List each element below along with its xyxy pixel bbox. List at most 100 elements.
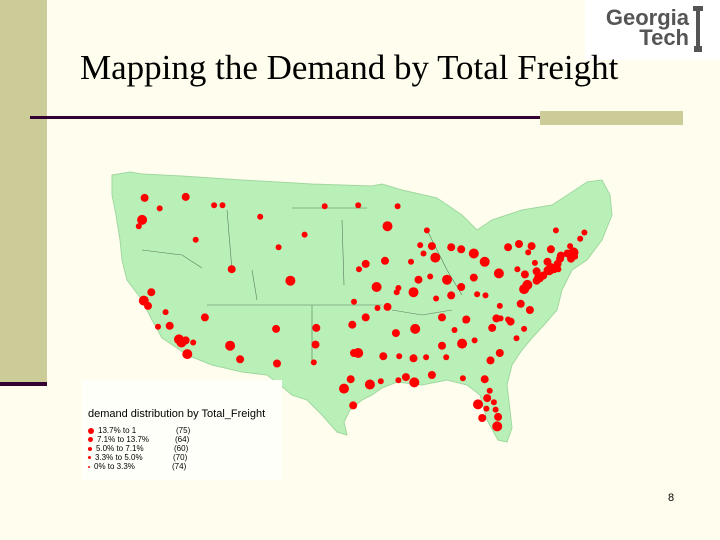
legend-row: 13.7% to 1 (75) [88,426,190,435]
title-rule [30,116,540,119]
demand-marker [447,243,456,252]
demand-marker [393,289,400,296]
demand-marker [482,292,489,299]
demand-marker [552,227,559,234]
demand-marker [438,313,446,322]
demand-marker [312,323,321,332]
demand-marker [272,324,281,333]
demand-marker [572,253,579,260]
demand-marker [442,274,452,285]
demand-marker [361,259,370,268]
demand-marker [339,383,349,394]
demand-marker [351,298,357,305]
demand-marker [483,405,490,412]
demand-marker [371,282,382,292]
demand-marker [459,375,466,382]
demand-marker [361,313,370,322]
demand-marker [480,375,489,384]
demand-marker [227,265,236,274]
demand-marker [377,378,384,385]
demand-marker [443,354,450,361]
demand-marker [521,325,528,332]
legend-range: 0% to 3.3% [94,462,135,471]
legend-range: 5.0% to 7.1% [96,444,144,453]
demand-markers [135,192,588,432]
demand-marker [348,320,357,329]
demand-marker [273,359,281,368]
demand-marker [374,305,381,311]
legend-dot-icon [88,437,93,443]
demand-marker [457,245,466,254]
demand-marker [181,192,190,201]
demand-marker [236,355,245,364]
demand-marker [494,412,503,421]
legend-count: (74) [172,462,187,471]
demand-marker [433,295,440,302]
sidebar-accent [0,0,47,382]
legend-count: (60) [174,444,189,453]
demand-marker [423,354,430,361]
demand-marker [349,401,358,410]
demand-marker [395,377,402,384]
demand-marker [525,249,532,256]
demand-marker [451,327,458,333]
demand-marker [301,231,308,238]
demand-marker [513,335,520,342]
logo-line-2: Tech [639,25,689,50]
demand-marker [478,414,487,422]
demand-marker [527,242,536,251]
demand-marker [525,306,534,314]
demand-marker [275,244,282,251]
demand-marker [427,242,436,251]
demand-marker [409,377,420,388]
demand-marker [135,223,142,230]
demand-marker [457,338,468,349]
legend-dot-icon [88,456,91,460]
demand-marker [140,193,149,202]
legend-count: (70) [173,453,188,462]
demand-marker [577,235,584,242]
logo-line-1: Georgia [605,5,689,30]
demand-marker [409,354,418,363]
demand-marker [423,227,430,234]
demand-marker [420,250,427,257]
demand-marker [200,313,209,322]
demand-marker [410,323,421,334]
demand-marker [483,394,492,403]
legend-row: 5.0% to 7.1% (60) [88,444,188,453]
demand-marker [567,243,574,250]
demand-marker [515,240,523,248]
title-rule-accent [540,111,683,125]
page-number: 8 [668,492,675,504]
demand-marker [182,349,193,360]
demand-marker [493,268,504,279]
demand-marker [394,203,401,210]
logo-text: Georgia Tech [593,5,689,50]
demand-marker [532,267,541,276]
demand-marker [505,316,512,323]
demand-marker [539,271,548,280]
demand-marker [468,248,479,259]
demand-marker [495,349,504,357]
demand-marker [311,340,320,349]
legend-dot-icon [88,427,94,434]
demand-marker [581,229,588,236]
demand-marker [165,321,174,330]
demand-marker [396,353,403,360]
legend-range: 3.3% to 5.0% [95,453,143,462]
legend-range: 13.7% to 1 [98,426,137,435]
demand-marker [447,291,456,300]
demand-marker [181,336,190,345]
demand-marker [257,213,264,220]
demand-marker [474,291,481,298]
demand-marker [408,287,419,298]
demand-marker [408,258,414,265]
demand-marker [462,317,469,324]
demand-marker [355,202,362,209]
demand-marker [190,339,197,346]
demand-marker [546,245,555,254]
demand-marker [379,352,388,361]
demand-marker [192,236,199,243]
demand-marker [321,203,328,210]
demand-marker [516,299,525,308]
